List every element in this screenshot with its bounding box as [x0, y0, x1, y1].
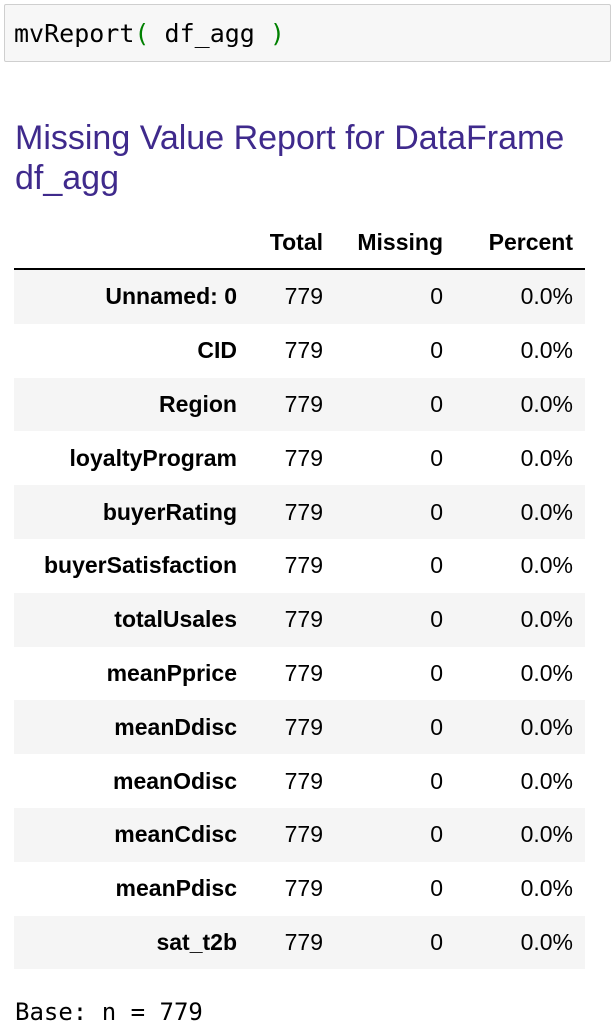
table-row: buyerRating 779 0 0.0%: [14, 485, 585, 539]
base-count-output: Base: n = 779: [15, 998, 203, 1026]
row-label: meanPdisc: [115, 875, 237, 902]
cell-missing: 0: [430, 875, 443, 902]
row-label: CID: [197, 337, 237, 364]
column-header-missing: Missing: [335, 216, 455, 270]
table-row: meanPprice 779 0 0.0%: [14, 647, 585, 701]
cell-percent: 0.0%: [520, 767, 573, 794]
cell-missing: 0: [335, 592, 455, 647]
report-title: Missing Value Report for DataFrame df_ag…: [15, 119, 565, 197]
table-row: Unnamed: 0 779 0 0.0%: [14, 269, 585, 324]
missing-value-table: Total Missing Percent Unnamed: 0 779 0 0.0%…: [14, 216, 585, 970]
row-label: meanDdisc: [14, 700, 249, 755]
cell-missing: 0: [335, 915, 455, 970]
cell-total: 779: [249, 592, 335, 647]
cell-missing: 0: [430, 552, 443, 579]
cell-total: 779: [249, 485, 335, 539]
cell-percent: 0.0%: [455, 700, 585, 755]
cell-percent: 0.0%: [455, 377, 585, 432]
cell-percent: 0.0%: [455, 485, 585, 539]
cell-percent: 0.0%: [455, 807, 585, 862]
cell-total: 779: [284, 659, 323, 686]
table-body: Unnamed: 0 779 0 0.0% CID 779 0 0.0% Region 779 0 0…: [14, 269, 585, 970]
table-row: Region 779 0 0.0%: [14, 377, 585, 432]
cell-percent: 0.0%: [520, 337, 573, 364]
cell-total: 779: [284, 552, 323, 579]
table-row: meanCdisc 779 0 0.0%: [14, 807, 585, 862]
cell-percent: 0.0%: [455, 269, 585, 324]
function-name: mvReport: [14, 19, 135, 48]
cell-percent: 0.0%: [520, 444, 573, 471]
cell-missing: 0: [335, 269, 455, 324]
table-row: meanOdisc 779 0 0.0%: [14, 754, 585, 808]
table-row: CID 779 0 0.0%: [14, 324, 585, 378]
code-cell-input[interactable]: mvReport( df_agg ): [4, 4, 611, 62]
function-argument: df_agg: [149, 19, 270, 48]
cell-total: 779: [249, 915, 335, 970]
row-label: sat_t2b: [14, 915, 249, 970]
row-label: meanOdisc: [113, 767, 237, 794]
cell-missing: 0: [335, 807, 455, 862]
row-label: loyaltyProgram: [69, 444, 237, 471]
row-label: Unnamed: 0: [14, 269, 249, 324]
cell-total: 779: [284, 444, 323, 471]
open-paren: (: [134, 19, 150, 48]
cell-total: 779: [249, 807, 335, 862]
table-row: buyerSatisfaction 779 0 0.0%: [14, 539, 585, 593]
row-label: buyerRating: [14, 485, 249, 539]
row-label: meanPprice: [106, 659, 237, 686]
cell-total: 779: [249, 269, 335, 324]
cell-total: 779: [249, 377, 335, 432]
cell-missing: 0: [335, 485, 455, 539]
row-label: Region: [14, 377, 249, 432]
cell-percent: 0.0%: [520, 659, 573, 686]
table-row: loyaltyProgram 779 0 0.0%: [14, 431, 585, 485]
table-row: sat_t2b 779 0 0.0%: [14, 915, 585, 970]
table-row: meanDdisc 779 0 0.0%: [14, 700, 585, 755]
cell-missing: 0: [430, 767, 443, 794]
cell-percent: 0.0%: [455, 592, 585, 647]
cell-missing: 0: [430, 659, 443, 686]
row-label: meanCdisc: [14, 807, 249, 862]
cell-total: 779: [284, 875, 323, 902]
cell-percent: 0.0%: [520, 875, 573, 902]
row-label: totalUsales: [14, 592, 249, 647]
table-row: meanPdisc 779 0 0.0%: [14, 862, 585, 916]
row-label: buyerSatisfaction: [44, 552, 237, 579]
cell-missing: 0: [335, 377, 455, 432]
cell-total: 779: [284, 767, 323, 794]
cell-total: 779: [249, 700, 335, 755]
cell-total: 779: [284, 337, 323, 364]
cell-missing: 0: [430, 337, 443, 364]
table-row: totalUsales 779 0 0.0%: [14, 592, 585, 647]
column-header-total: Total: [249, 216, 335, 270]
cell-percent: 0.0%: [455, 915, 585, 970]
cell-missing: 0: [430, 444, 443, 471]
table-header-row: Total Missing Percent: [14, 216, 585, 270]
column-header-percent: Percent: [455, 216, 585, 270]
cell-percent: 0.0%: [520, 552, 573, 579]
column-header-index: [14, 216, 249, 270]
close-paren: ): [269, 19, 285, 48]
cell-missing: 0: [335, 700, 455, 755]
